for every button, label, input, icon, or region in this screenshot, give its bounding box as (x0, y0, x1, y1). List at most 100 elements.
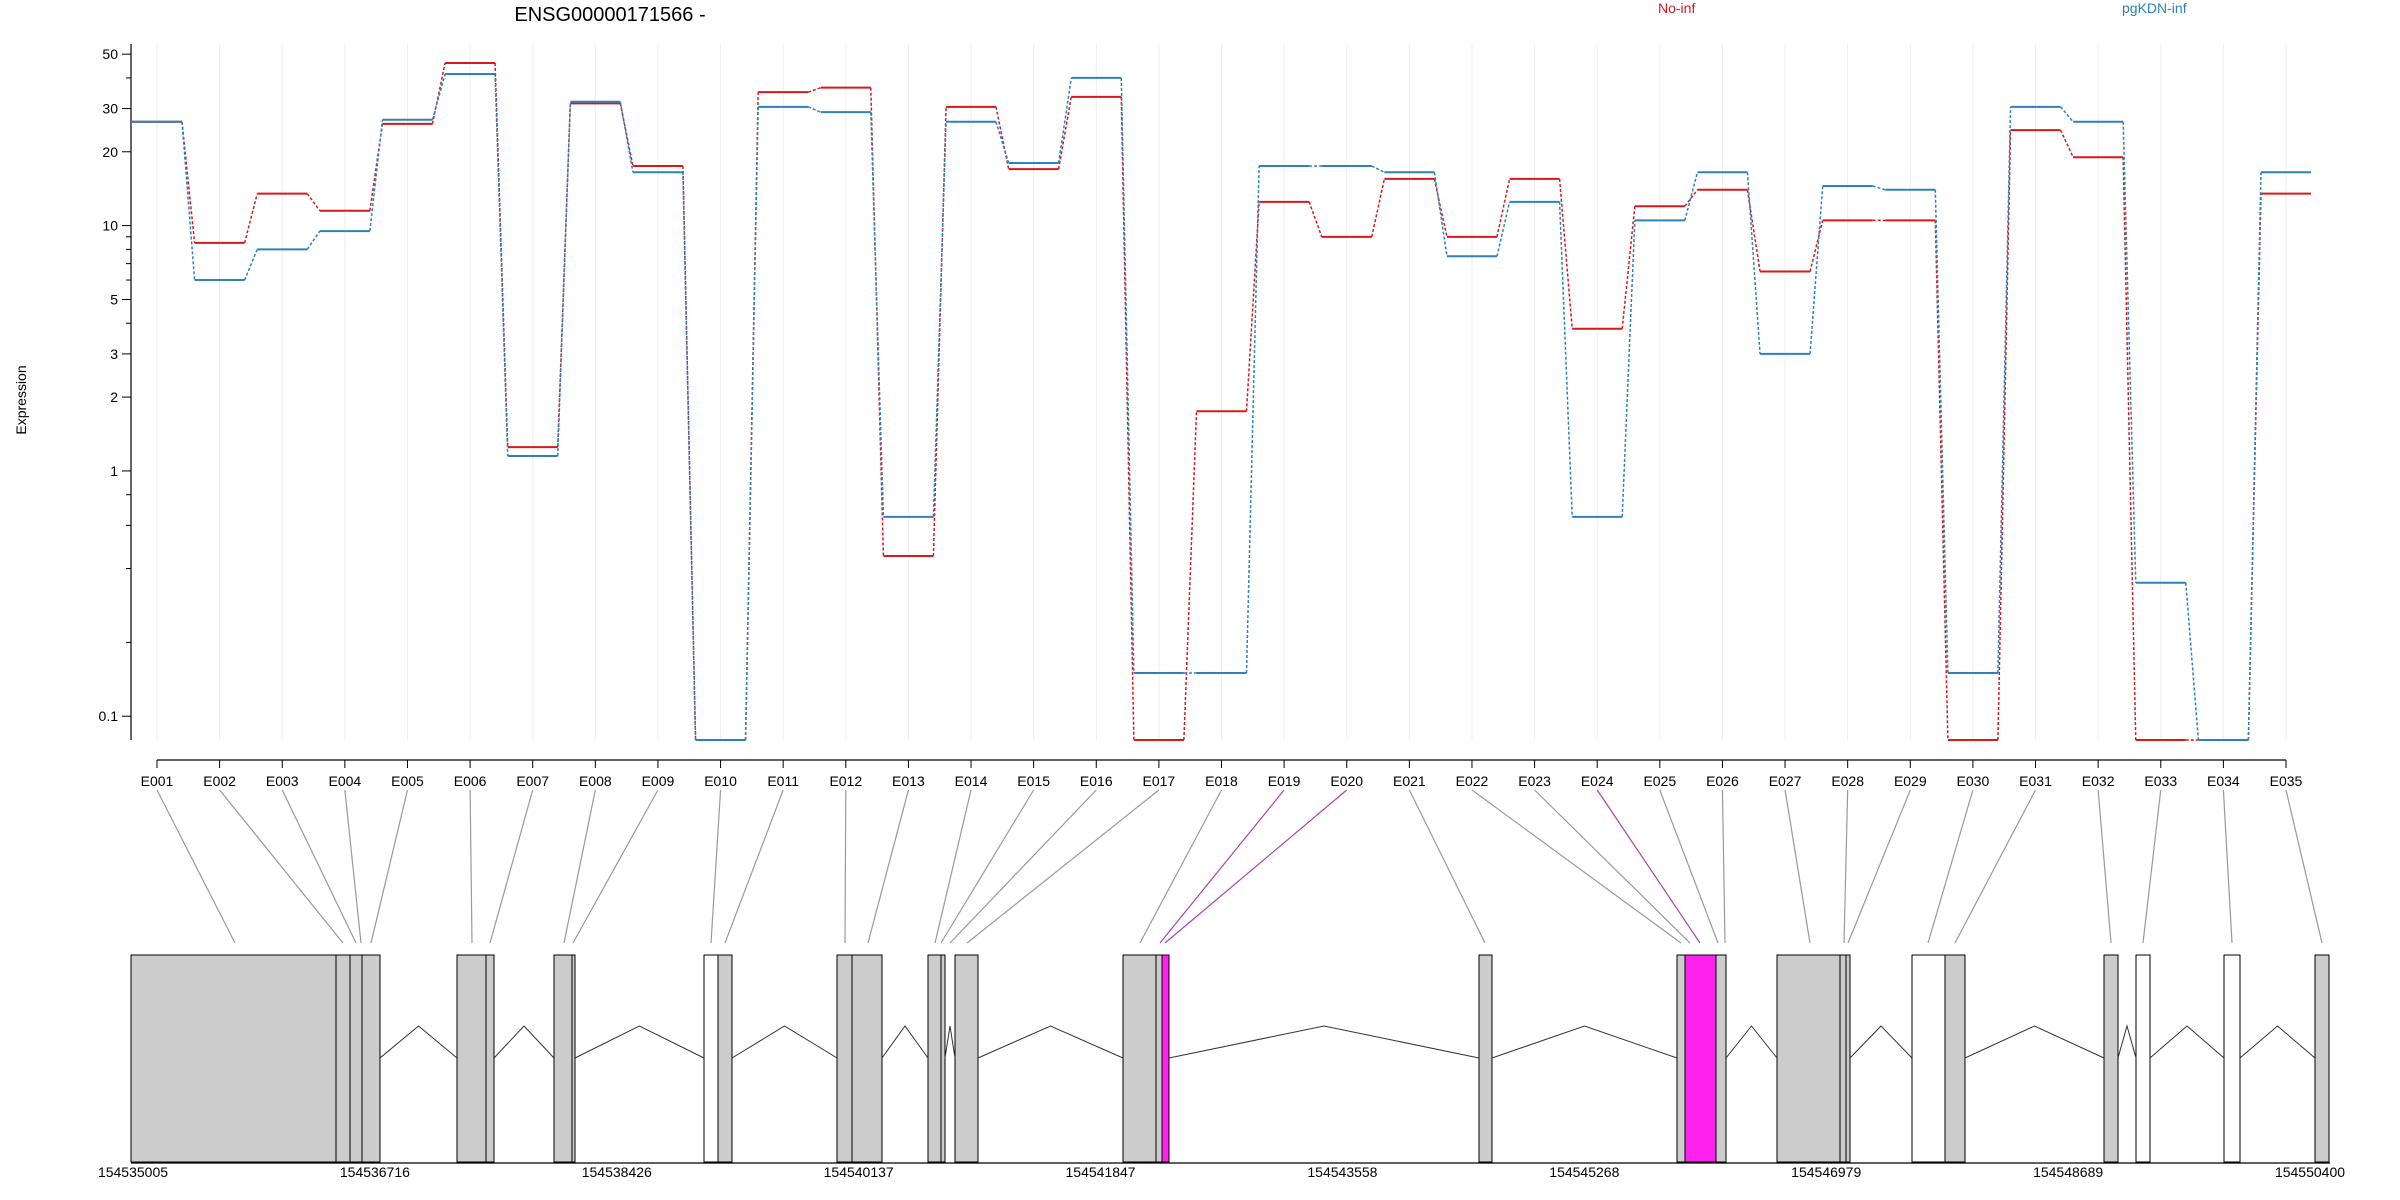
x-tick-label: E013 (892, 773, 925, 789)
exon-box (130, 954, 337, 1163)
data-connector (807, 106, 822, 113)
gene-model (130, 954, 2330, 1163)
x-tick-label: E032 (2082, 773, 2115, 789)
exon-box (2223, 954, 2241, 1163)
data-connector (556, 101, 572, 457)
exon-connector (344, 789, 362, 944)
data-connector (932, 121, 947, 517)
x-tick-label: E007 (516, 773, 549, 789)
y-tick-label: 50 (102, 46, 118, 62)
exon-box (553, 954, 573, 1163)
x-tick-label: E018 (1205, 773, 1238, 789)
x-tick-label: E004 (329, 773, 362, 789)
grid-layer (156, 44, 2287, 740)
exon-connector (281, 789, 357, 944)
exon-box (927, 954, 942, 1163)
exon-connector (370, 789, 409, 944)
series-pgkdn-inf (132, 73, 2311, 741)
data-connector (1371, 178, 1386, 237)
intron-line (1725, 1025, 1778, 1059)
exon-connector (1408, 789, 1486, 944)
exon-connector (1843, 789, 1849, 944)
y-tick-label: 5 (110, 291, 118, 307)
data-connector (744, 106, 759, 741)
genomic-tick-label: 154540137 (824, 1164, 894, 1180)
intron-line (731, 1025, 838, 1059)
genomic-tick-label: 154536716 (340, 1164, 410, 1180)
exon-connector (710, 789, 722, 944)
x-tick-label: E022 (1456, 773, 1489, 789)
exon-connector (1659, 789, 1719, 944)
data-connector (1746, 189, 1761, 272)
data-connector (1496, 201, 1511, 257)
x-tick-label: E016 (1080, 773, 1113, 789)
exon-box (2314, 954, 2330, 1163)
data-connector (1934, 189, 1949, 674)
intron-line (1491, 1025, 1678, 1059)
exon-connector (1784, 789, 1811, 944)
data-connector (306, 230, 321, 250)
y-axis: 0.1 1 2 3 5 10 20 30 50 Expression (13, 44, 132, 740)
exon-connector (489, 789, 534, 944)
x-axis: E001 E002 E003 E004 E005 E006 E007 E008 E009 E010… (141, 759, 2303, 789)
data-connector (1496, 178, 1511, 237)
x-tick-label: E019 (1268, 773, 1301, 789)
x-tick-label: E028 (1831, 773, 1864, 789)
exon-box (2103, 954, 2119, 1163)
exon-connector (1164, 789, 1348, 944)
exon-box (1155, 954, 1163, 1163)
exon-box (717, 954, 733, 1163)
genomic-tick-label: 154546979 (1791, 1164, 1861, 1180)
series-layer (132, 62, 2311, 741)
data-connector (181, 121, 196, 281)
x-tick-label: E001 (141, 773, 174, 789)
exon-box (1715, 954, 1727, 1163)
y-tick-label: 3 (110, 346, 118, 362)
data-connector (870, 87, 885, 557)
data-connector (2185, 582, 2200, 741)
genomic-tick-label: 154538426 (582, 1164, 652, 1180)
data-connector (1809, 220, 1824, 272)
data-connector (369, 123, 384, 211)
data-connector (369, 119, 384, 232)
intron-line (1168, 1025, 1480, 1059)
x-tick-label: E002 (203, 773, 236, 789)
data-connector (1997, 130, 2012, 741)
data-connector (181, 121, 196, 244)
x-tick-label: E027 (1769, 773, 1802, 789)
exon-connector (1139, 789, 1223, 944)
x-tick-label: E005 (391, 773, 424, 789)
intron-line (944, 1025, 956, 1059)
x-tick-label: E026 (1706, 773, 1739, 789)
data-connector (431, 73, 446, 120)
genomic-coordinate-axis: 154535005 154536716 154538426 154540137 1545… (98, 1162, 2345, 1180)
exon-connector (1927, 789, 1974, 944)
data-connector (306, 193, 321, 212)
exon-connector (572, 789, 659, 944)
x-tick-label: E031 (2019, 773, 2052, 789)
x-tick-label: E015 (1017, 773, 1050, 789)
y-tick-label: 20 (102, 144, 118, 160)
x-tick-label: E030 (1957, 773, 1990, 789)
x-tick-label: E008 (579, 773, 612, 789)
exon-box (703, 954, 719, 1163)
data-connector (1371, 165, 1385, 173)
intron-line (574, 1025, 705, 1059)
exon-box (361, 954, 381, 1163)
intron-line (2117, 1024, 2137, 1059)
exon-connector (934, 789, 972, 944)
exon-box (836, 954, 853, 1163)
exon-box (456, 954, 487, 1163)
data-connector (1057, 77, 1073, 164)
genomic-tick-label: 154541847 (1066, 1164, 1136, 1180)
exon-box (1944, 954, 1966, 1163)
exon-connector (2142, 789, 2162, 944)
x-tick-label: E034 (2207, 773, 2240, 789)
exon-box (2135, 954, 2151, 1163)
y-tick-label: 10 (102, 218, 118, 234)
exon-connector (844, 789, 847, 944)
exon-connector (2222, 789, 2233, 944)
exon-box (1478, 954, 1493, 1163)
genomic-tick-label: 154535005 (98, 1164, 168, 1180)
